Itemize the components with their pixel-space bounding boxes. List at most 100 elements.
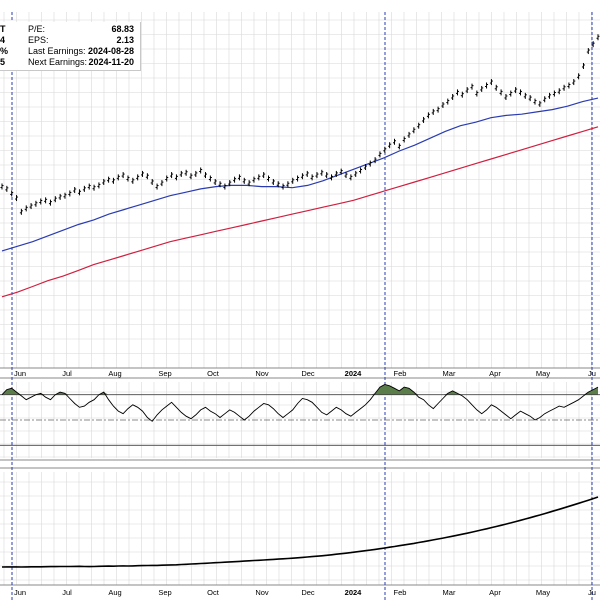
price-bar: [145, 173, 149, 180]
price-bar: [572, 79, 576, 86]
sma-short-line: [1, 97, 599, 252]
x-tick-label: May: [536, 369, 550, 378]
price-bar: [48, 199, 52, 206]
price-bar: [329, 174, 333, 181]
price-bar: [455, 89, 459, 96]
price-bar: [305, 170, 309, 177]
oscillator-overbought-fill: [2, 384, 598, 395]
price-bar: [489, 79, 493, 86]
price-bar: [528, 95, 532, 102]
x-tick-label: Mar: [443, 369, 456, 378]
price-bar: [417, 122, 421, 129]
price-bar: [494, 84, 498, 91]
price-bar: [567, 82, 571, 89]
price-bar: [446, 98, 450, 105]
price-bar: [402, 136, 406, 143]
price-bar: [315, 172, 319, 179]
price-bar: [34, 200, 38, 207]
price-bar: [10, 190, 14, 197]
price-bar: [504, 93, 508, 100]
price-bar: [412, 127, 416, 134]
price-bar: [0, 183, 4, 190]
price-bar: [325, 172, 329, 179]
price-bar: [523, 92, 527, 99]
price-bar: [514, 87, 518, 94]
price-bar: [73, 187, 77, 193]
price-bar: [596, 34, 600, 41]
price-bar: [126, 175, 130, 182]
price-bar: [296, 175, 300, 182]
price-bar: [267, 175, 271, 182]
price-bar: [262, 172, 266, 179]
clipped-char: T: [0, 24, 6, 34]
price-bar: [252, 176, 256, 183]
price-bar: [247, 180, 251, 187]
grid: [0, 12, 600, 585]
price-bar: [281, 183, 285, 190]
price-bar: [19, 208, 23, 215]
price-bar: [363, 164, 367, 171]
price-bar: [121, 172, 125, 179]
x-tick-label: Jun: [14, 588, 26, 597]
price-bar: [378, 151, 382, 158]
relative-strength-line: [1, 496, 599, 568]
price-bar: [44, 197, 48, 204]
price-bar: [184, 169, 188, 176]
price-bar: [388, 142, 392, 149]
price-bar: [562, 84, 566, 91]
next-earnings-label: Next Earnings:: [28, 57, 88, 67]
price-bar: [552, 90, 556, 97]
last-earnings-value: 2024-08-28: [87, 46, 134, 56]
x-tick-label: Apr: [489, 369, 501, 378]
clipped-char: 4: [0, 35, 6, 45]
price-bar: [300, 173, 304, 180]
sma-long-line: [1, 126, 599, 298]
price-bar: [136, 174, 140, 181]
price-bar: [373, 157, 377, 164]
price-bar: [228, 180, 232, 187]
price-bar: [141, 170, 145, 177]
price-bar: [509, 90, 513, 97]
x-tick-label: Feb: [394, 369, 407, 378]
price-bar: [78, 189, 82, 196]
price-bar: [465, 87, 469, 94]
info-row-pe: T P/E: 68.83: [0, 24, 140, 35]
price-bar: [116, 174, 120, 181]
price-bar: [160, 180, 164, 187]
next-earnings-value: 2024-11-20: [88, 57, 134, 67]
price-bar: [29, 203, 33, 210]
price-bar: [194, 170, 198, 177]
price-bar: [15, 195, 19, 202]
price-bar: [170, 172, 174, 179]
price-bar: [586, 48, 590, 55]
price-bar: [63, 192, 67, 199]
price-bar: [426, 112, 430, 119]
price-bar: [383, 146, 387, 153]
price-bars: [0, 34, 600, 215]
clipped-char: 5: [0, 57, 6, 67]
price-bar: [407, 131, 411, 138]
price-bar: [577, 73, 581, 80]
clipped-char: %: [0, 46, 9, 56]
price-bar: [291, 177, 295, 184]
price-bar: [218, 181, 222, 188]
pe-label: P/E:: [28, 24, 46, 34]
price-bar: [213, 178, 217, 185]
x-tick-label: 2024: [345, 369, 363, 378]
price-bar: [223, 183, 227, 190]
price-bar: [557, 88, 561, 95]
price-bar: [431, 108, 435, 115]
price-bar: [368, 160, 372, 167]
price-bar: [107, 176, 111, 183]
price-bar: [480, 85, 484, 92]
price-bar: [131, 177, 135, 184]
price-bar: [179, 170, 183, 177]
x-tick-label: Oct: [207, 369, 220, 378]
x-tick-label: Sep: [158, 369, 171, 378]
x-tick-label: Mar: [443, 588, 456, 597]
price-bar: [53, 196, 57, 203]
price-bar: [68, 190, 72, 197]
x-tick-label: Aug: [108, 369, 121, 378]
price-bar: [470, 83, 474, 90]
x-tick-label: Jun: [14, 369, 26, 378]
